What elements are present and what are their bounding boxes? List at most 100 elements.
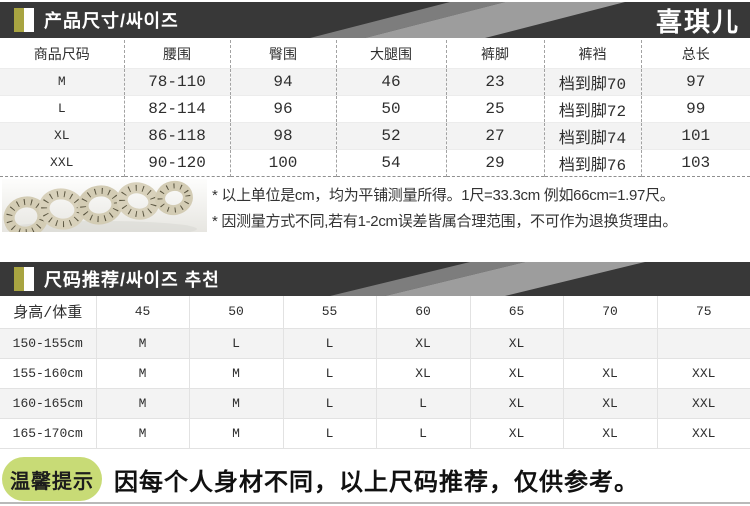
column-header: 70: [563, 296, 658, 328]
cell: M: [189, 417, 284, 448]
warm-tip-section: 温馨提示 因每个人身材不同，以上尺码推荐，仅供参考。: [2, 456, 748, 502]
table-header-row: 商品尺码 腰围 臀围 大腿围 裤脚 裤裆 总长: [0, 40, 750, 68]
cell: 165-170cm: [0, 417, 97, 448]
cell: L: [283, 327, 377, 358]
table-row: XXL 90-120 100 54 29 档到脚76 103: [0, 148, 750, 176]
measurement-notes: * 以上单位是cm，均为平铺测量所得。1尺=33.3cm 例如66cm=1.97…: [212, 183, 747, 235]
cell: L: [189, 327, 284, 358]
cell: 160-165cm: [0, 387, 97, 418]
warm-tip-badge: 温馨提示: [2, 457, 102, 501]
column-header: 65: [470, 296, 564, 328]
cell: XXL: [0, 148, 125, 176]
section-title: 尺码推荐/싸이즈 추천: [44, 270, 220, 290]
cell: 99: [641, 94, 750, 122]
column-header: 大腿围: [336, 40, 447, 68]
cell: 50: [336, 94, 447, 122]
note-line: * 因测量方式不同,若有1-2cm误差皆属合理范围，不可作为退换货理由。: [212, 213, 678, 230]
column-header: 50: [189, 296, 284, 328]
cell: L: [0, 94, 125, 122]
cell: L: [283, 387, 377, 418]
cell: 档到脚70: [544, 67, 642, 95]
cell: 86-118: [124, 121, 231, 149]
cell: XL: [563, 357, 658, 388]
column-header: 腰围: [124, 40, 231, 68]
column-header: 臀围: [230, 40, 337, 68]
cell: L: [283, 417, 377, 448]
table-row: 150-155cm M L L XL XL: [0, 327, 750, 358]
column-header: 总长: [681, 47, 710, 64]
warm-tip-text: 因每个人身材不同，以上尺码推荐，仅供参考。: [114, 468, 639, 496]
cell: 150-155cm: [0, 327, 97, 358]
table-row: XL 86-118 98 52 27 档到脚74 101: [0, 121, 750, 149]
column-header: 45: [96, 296, 190, 328]
cell: XL: [376, 357, 471, 388]
section-header-product-size: 产品尺寸/싸이즈 喜琪儿: [0, 2, 750, 38]
cell: 96: [230, 94, 337, 122]
cell: [657, 327, 750, 358]
cell: M: [189, 387, 284, 418]
cell: 46: [336, 67, 447, 95]
cell: 98: [230, 121, 337, 149]
column-header: 裤裆: [544, 40, 642, 68]
cell: XL: [470, 417, 564, 448]
cell: M: [96, 357, 190, 388]
cell: L: [376, 387, 471, 418]
cell: L: [283, 357, 377, 388]
cell: 94: [230, 67, 337, 95]
tape-measure-image: [2, 179, 207, 232]
cell: M: [96, 387, 190, 418]
table-row: L 82-114 96 50 25 档到脚72 99: [0, 94, 750, 122]
cell: 101: [641, 121, 750, 149]
cell: M: [96, 417, 190, 448]
column-header: 55: [283, 296, 377, 328]
cell: 23: [446, 67, 545, 95]
cell: 82-114: [124, 94, 231, 122]
section-title: 产品尺寸/싸이즈: [44, 11, 179, 31]
table-header-row: 身高/体重 45 50 55 60 65 70 75: [0, 296, 750, 328]
title-marker-icon: [14, 8, 34, 32]
bottom-divider: [0, 502, 750, 504]
table-row: 160-165cm M M L L XL XL XXL: [0, 387, 750, 418]
cell: XL: [470, 357, 564, 388]
table-row: 155-160cm M M L XL XL XL XXL: [0, 357, 750, 388]
cell: [563, 327, 658, 358]
product-size-table: 商品尺码 腰围 臀围 大腿围 裤脚 裤裆 总长 M 78-110 94 46 2…: [0, 40, 750, 177]
cell: XL: [563, 387, 658, 418]
cell: 52: [336, 121, 447, 149]
cell: 档到脚74: [544, 121, 642, 149]
brand-name: 喜琪儿: [655, 6, 740, 37]
column-header: 75: [695, 304, 712, 320]
cell: XXL: [657, 387, 750, 418]
cell: L: [376, 417, 471, 448]
cell: 97: [641, 67, 750, 95]
cell: 90-120: [124, 148, 231, 176]
table-row: M 78-110 94 46 23 档到脚70 97: [0, 67, 750, 95]
cell: 78-110: [124, 67, 231, 95]
cell: XL: [470, 327, 564, 358]
column-header: 商品尺码: [0, 40, 125, 68]
section-header-size-recommendation: 尺码推荐/싸이즈 추천: [0, 262, 750, 296]
cell: 155-160cm: [0, 357, 97, 388]
cell: 25: [446, 94, 545, 122]
cell: 100: [230, 148, 337, 176]
column-header: 身高/体重: [0, 296, 97, 328]
cell: 档到脚76: [544, 148, 642, 176]
cell: XXL: [657, 417, 750, 448]
column-header: 60: [376, 296, 471, 328]
cell: XL: [563, 417, 658, 448]
table-row: 165-170cm M M L L XL XL XXL: [0, 417, 750, 448]
cell: XXL: [657, 357, 750, 388]
column-header: 裤脚: [446, 40, 545, 68]
cell: XL: [376, 327, 471, 358]
cell: 29: [446, 148, 545, 176]
size-recommendation-table: 身高/体重 45 50 55 60 65 70 75 150-155cm M L…: [0, 296, 750, 449]
cell: M: [96, 327, 190, 358]
cell: 27: [446, 121, 545, 149]
cell: XL: [0, 121, 125, 149]
cell: 103: [641, 148, 750, 176]
cell: XL: [470, 387, 564, 418]
cell: M: [0, 67, 125, 95]
cell: 档到脚72: [544, 94, 642, 122]
title-marker-icon: [14, 267, 34, 291]
